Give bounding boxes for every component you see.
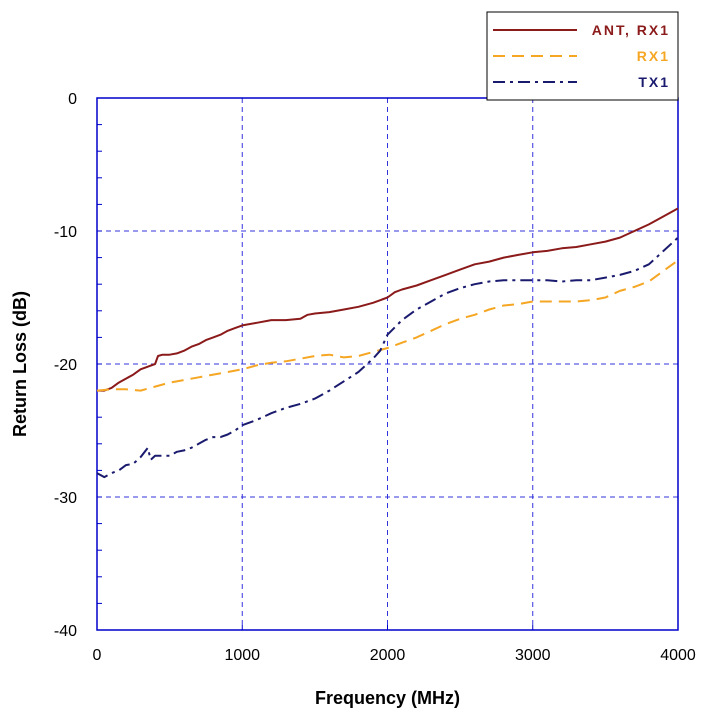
y-tick-label: -30	[54, 490, 77, 507]
y-tick-label: 0	[68, 91, 77, 108]
x-tick-label: 0	[93, 647, 102, 664]
x-axis-title: Frequency (MHz)	[315, 688, 460, 708]
grid-lines	[97, 98, 678, 630]
series-line-2	[96, 259, 679, 392]
x-tick-label: 2000	[370, 647, 406, 664]
x-tick-label: 1000	[224, 647, 260, 664]
y-tick-label: -20	[54, 357, 77, 374]
y-axis-title: Return Loss (dB)	[10, 291, 30, 437]
legend-label-3: TX1	[638, 74, 670, 90]
series-layer	[96, 207, 679, 479]
legend: ANT, RX1 RX1 TX1	[486, 11, 679, 101]
series-line-3	[96, 236, 679, 479]
series-line-1	[97, 207, 679, 392]
legend-label-1: ANT, RX1	[592, 22, 670, 38]
x-tick-labels: 0 1000 2000 3000 4000	[93, 647, 696, 664]
x-tick-label: 4000	[660, 647, 696, 664]
y-tick-label: -10	[54, 224, 77, 241]
y-tick-labels: 0 -10 -20 -30 -40	[54, 91, 77, 640]
y-tick-label: -40	[54, 623, 77, 640]
x-tick-label: 3000	[515, 647, 551, 664]
legend-label-2: RX1	[637, 48, 670, 64]
